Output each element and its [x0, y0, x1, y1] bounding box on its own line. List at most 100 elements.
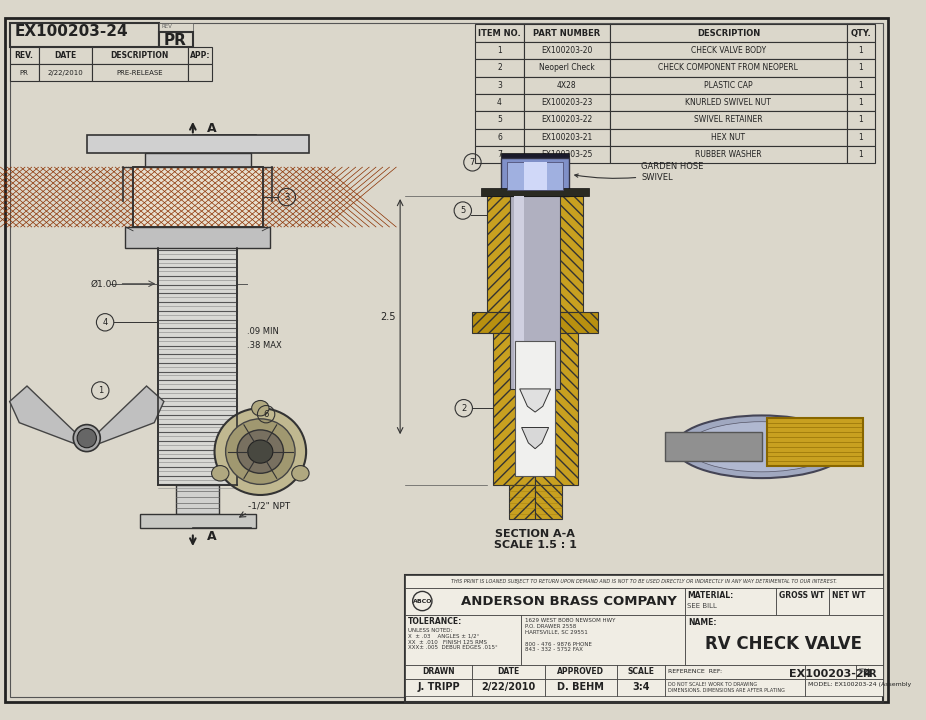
Text: SECTION A-A: SECTION A-A: [495, 528, 575, 539]
Text: EX100203-23: EX100203-23: [541, 98, 593, 107]
Bar: [610, 42, 846, 59]
Polygon shape: [98, 386, 164, 444]
Ellipse shape: [211, 466, 229, 481]
Bar: [805, 665, 857, 679]
Ellipse shape: [215, 408, 307, 495]
Bar: [776, 588, 829, 615]
Ellipse shape: [73, 425, 100, 451]
Text: PRE-RELEASE: PRE-RELEASE: [117, 70, 163, 76]
Bar: [523, 76, 610, 94]
Bar: [535, 196, 583, 312]
Text: EX100203-22: EX100203-22: [542, 115, 593, 125]
Text: 1629 WEST BOBO NEWSOM HWY
P.O. DRAWER 2558
HARTSVILLE, SC 29551

800 - 476 - 987: 1629 WEST BOBO NEWSOM HWY P.O. DRAWER 25…: [524, 618, 615, 652]
Polygon shape: [519, 389, 551, 412]
Bar: [523, 162, 546, 190]
Bar: [610, 76, 846, 94]
Text: NET WT: NET WT: [832, 591, 866, 600]
Text: EX100203-21: EX100203-21: [542, 132, 593, 142]
Text: ABCO: ABCO: [413, 598, 432, 603]
Bar: [846, 146, 875, 163]
Text: APPROVED: APPROVED: [557, 667, 605, 676]
Bar: [535, 312, 598, 333]
Text: EX100203-25: EX100203-25: [541, 150, 593, 159]
Text: .09 MIN: .09 MIN: [247, 327, 279, 336]
Bar: [405, 575, 883, 702]
Bar: [846, 129, 875, 146]
Text: PR: PR: [164, 33, 187, 48]
Text: 2/22/2010: 2/22/2010: [47, 70, 83, 76]
Bar: [92, 64, 188, 81]
Bar: [39, 47, 92, 64]
Text: KNURLED SWIVEL NUT: KNURLED SWIVEL NUT: [685, 98, 771, 107]
Bar: [846, 59, 875, 76]
Bar: [132, 167, 263, 227]
Text: 2.5: 2.5: [380, 312, 395, 322]
Text: PLASTIC CAP: PLASTIC CAP: [704, 81, 753, 90]
Text: CHECK COMPONENT FROM NEOPERL: CHECK COMPONENT FROM NEOPERL: [658, 63, 798, 72]
Text: J. TRIPP: J. TRIPP: [418, 683, 460, 693]
Text: PR: PR: [862, 669, 877, 679]
Text: 7: 7: [497, 150, 502, 159]
Text: DATE: DATE: [54, 51, 76, 60]
Bar: [472, 665, 544, 679]
Text: SEE BILL: SEE BILL: [687, 603, 718, 609]
Bar: [617, 679, 665, 696]
Text: 2/22/2010: 2/22/2010: [482, 683, 536, 693]
Text: SWIVEL RETAINER: SWIVEL RETAINER: [694, 115, 763, 125]
Text: 2: 2: [497, 63, 502, 72]
Text: REV: REV: [161, 24, 172, 29]
Bar: [846, 24, 875, 42]
Text: .38 MAX: .38 MAX: [247, 341, 282, 350]
Bar: [9, 64, 39, 81]
Ellipse shape: [237, 430, 283, 473]
Bar: [475, 94, 523, 112]
Text: RV CHECK VALVE: RV CHECK VALVE: [706, 636, 862, 654]
Text: 5: 5: [460, 206, 466, 215]
Bar: [610, 112, 846, 129]
Bar: [507, 162, 563, 190]
Bar: [405, 615, 520, 665]
Bar: [39, 64, 92, 81]
Bar: [176, 485, 219, 514]
Ellipse shape: [226, 419, 295, 485]
Bar: [472, 679, 544, 696]
Text: 1: 1: [858, 81, 863, 90]
Bar: [610, 129, 846, 146]
Text: RUBBER WASHER: RUBBER WASHER: [695, 150, 762, 159]
Text: A: A: [207, 530, 217, 543]
Text: ITEM NO.: ITEM NO.: [478, 29, 520, 37]
Text: SCALE: SCALE: [628, 667, 655, 676]
Bar: [617, 665, 665, 679]
Text: 1: 1: [497, 46, 502, 55]
Bar: [684, 615, 883, 665]
Text: DATE: DATE: [497, 667, 519, 676]
Text: DRAWN: DRAWN: [422, 667, 455, 676]
Text: SCALE 1.5 : 1: SCALE 1.5 : 1: [494, 540, 577, 550]
Bar: [158, 248, 237, 485]
Bar: [475, 146, 523, 163]
Text: 4: 4: [497, 98, 502, 107]
Bar: [405, 679, 472, 696]
Bar: [9, 47, 39, 64]
Bar: [475, 59, 523, 76]
Text: APP:: APP:: [190, 51, 210, 60]
Bar: [665, 432, 762, 462]
Bar: [535, 333, 578, 485]
Circle shape: [77, 428, 96, 448]
Text: 4: 4: [103, 318, 107, 327]
Text: 1: 1: [858, 150, 863, 159]
Bar: [9, 22, 159, 47]
Bar: [87, 135, 308, 153]
Text: GROSS WT: GROSS WT: [779, 591, 824, 600]
Text: DO NOT SCALE! WORK TO DRAWING
DIMENSIONS. DIMENSIONS ARE AFTER PLATING: DO NOT SCALE! WORK TO DRAWING DIMENSIONS…: [669, 682, 785, 693]
Text: UNLESS NOTED:
X  ± .03    ANGLES ± 1/2°
XX  ± .010   FINISH 125 RMS
XXX± .005  D: UNLESS NOTED: X ± .03 ANGLES ± 1/2° XX ±…: [407, 628, 497, 650]
Bar: [520, 615, 684, 665]
Bar: [523, 42, 610, 59]
Bar: [514, 196, 523, 389]
Text: 5: 5: [497, 115, 502, 125]
Text: A: A: [207, 122, 217, 135]
Bar: [846, 76, 875, 94]
Text: EX100203-24: EX100203-24: [789, 669, 872, 679]
Text: DESCRIPTION: DESCRIPTION: [110, 51, 169, 60]
Text: THIS PRINT IS LOANED SUBJECT TO RETURN UPON DEMAND AND IS NOT TO BE USED DIRECTL: THIS PRINT IS LOANED SUBJECT TO RETURN U…: [451, 579, 837, 584]
